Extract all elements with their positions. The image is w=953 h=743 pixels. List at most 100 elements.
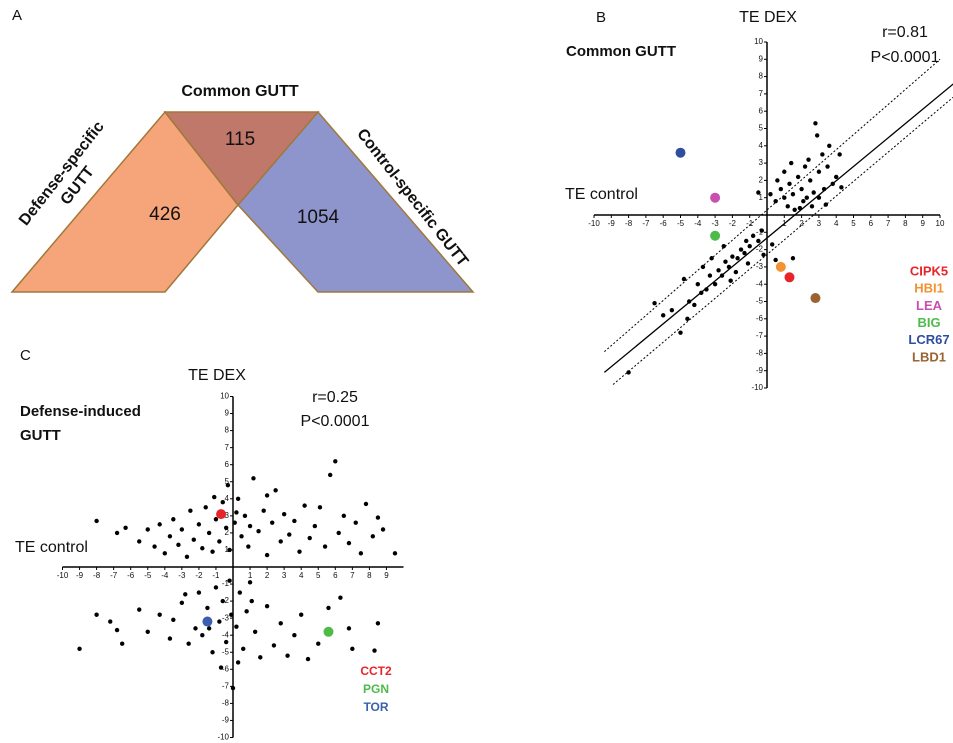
point bbox=[200, 546, 205, 551]
y-tick-label: 1 bbox=[759, 193, 764, 202]
point bbox=[789, 160, 794, 166]
point bbox=[808, 178, 813, 183]
point bbox=[358, 551, 364, 556]
point bbox=[809, 204, 815, 209]
point bbox=[792, 207, 797, 213]
y-tick-label: 7 bbox=[759, 89, 764, 98]
point bbox=[252, 629, 258, 634]
legend-entry: TOR bbox=[363, 700, 388, 714]
legend-entry: LBD1 bbox=[912, 349, 946, 364]
y-tick-label: -4 bbox=[222, 630, 230, 639]
point bbox=[830, 181, 835, 187]
point bbox=[264, 604, 270, 609]
point bbox=[726, 264, 732, 270]
y-tick-label: 10 bbox=[220, 392, 229, 401]
x-tick-label: -3 bbox=[712, 219, 720, 228]
y-tick-label: -8 bbox=[222, 699, 230, 708]
x-tick-label: 2 bbox=[799, 219, 804, 228]
point bbox=[837, 152, 842, 157]
point bbox=[251, 476, 256, 481]
y-tick-label: -7 bbox=[222, 681, 230, 690]
point bbox=[756, 238, 761, 244]
point bbox=[716, 268, 721, 273]
point bbox=[816, 169, 822, 174]
y-tick-label: 10 bbox=[754, 37, 763, 46]
point bbox=[685, 316, 690, 321]
point bbox=[218, 665, 224, 670]
diagram-title: Common GUTT bbox=[181, 83, 299, 100]
y-tick-label: -4 bbox=[756, 279, 764, 288]
x-tick-label: 5 bbox=[851, 219, 856, 228]
y-tick-label: 5 bbox=[225, 477, 230, 486]
point bbox=[220, 500, 225, 505]
point bbox=[191, 537, 196, 542]
point bbox=[77, 646, 82, 652]
y-tick-label: -10 bbox=[217, 733, 229, 742]
point bbox=[239, 534, 244, 539]
point bbox=[234, 510, 239, 515]
chart-title: Defense-induced bbox=[20, 403, 141, 420]
point bbox=[270, 520, 275, 525]
y-tick-label: 2 bbox=[759, 176, 764, 185]
point bbox=[709, 256, 714, 261]
point bbox=[305, 656, 311, 662]
point bbox=[193, 626, 198, 631]
x-tick-label: -7 bbox=[642, 219, 650, 228]
point bbox=[261, 508, 266, 513]
point bbox=[244, 609, 249, 614]
point bbox=[157, 612, 162, 617]
y-tick-label: -6 bbox=[222, 664, 230, 673]
point bbox=[188, 508, 193, 513]
point bbox=[678, 330, 683, 335]
point bbox=[730, 254, 735, 259]
point bbox=[775, 178, 780, 183]
point bbox=[773, 257, 778, 263]
highlight-point bbox=[784, 272, 795, 283]
y-tick-label: 6 bbox=[225, 460, 230, 469]
point bbox=[213, 585, 219, 590]
point bbox=[652, 301, 657, 306]
point bbox=[108, 619, 113, 624]
y-tick-label: -5 bbox=[222, 647, 230, 656]
point bbox=[94, 612, 99, 617]
point bbox=[338, 595, 343, 600]
x-tick-label: 3 bbox=[282, 571, 287, 580]
point bbox=[756, 190, 761, 195]
point bbox=[292, 633, 297, 638]
point bbox=[700, 264, 706, 270]
point bbox=[183, 592, 188, 597]
point bbox=[302, 503, 307, 508]
point bbox=[773, 198, 778, 204]
x-tick-label: 9 bbox=[384, 571, 389, 580]
point bbox=[256, 528, 261, 534]
point bbox=[669, 307, 675, 313]
point bbox=[212, 494, 217, 500]
y-tick-label: -3 bbox=[222, 613, 230, 622]
x-tick-label: 4 bbox=[834, 219, 839, 228]
point bbox=[287, 532, 292, 537]
point bbox=[137, 539, 142, 544]
point bbox=[223, 525, 229, 530]
point bbox=[246, 544, 251, 549]
point bbox=[327, 472, 333, 478]
point bbox=[790, 192, 796, 197]
y-tick-label: -2 bbox=[756, 245, 764, 254]
point bbox=[695, 282, 700, 287]
point bbox=[350, 646, 355, 652]
x-tick-label: 6 bbox=[333, 571, 338, 580]
point bbox=[230, 685, 236, 691]
x-tick-label: 3 bbox=[817, 219, 822, 228]
y-tick-label: 8 bbox=[759, 72, 764, 81]
y-tick-label: -7 bbox=[756, 331, 764, 340]
x-tick-label: -4 bbox=[694, 219, 702, 228]
x-tick-label: -8 bbox=[93, 571, 101, 580]
point bbox=[802, 164, 808, 169]
point bbox=[825, 164, 830, 169]
point bbox=[626, 370, 631, 375]
x-tick-label: 7 bbox=[886, 219, 891, 228]
point bbox=[823, 202, 829, 207]
point bbox=[167, 636, 173, 641]
point bbox=[235, 660, 241, 665]
y-tick-label: 8 bbox=[225, 426, 230, 435]
